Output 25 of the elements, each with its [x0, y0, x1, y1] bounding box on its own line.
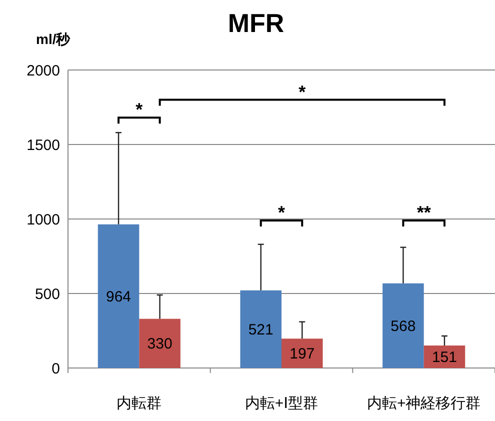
y-tick-label: 2000 — [26, 62, 60, 80]
bar — [282, 338, 323, 368]
data-label: 521 — [248, 321, 274, 338]
data-label: 964 — [106, 288, 132, 306]
bar — [98, 224, 140, 368]
y-tick-label: 0 — [52, 360, 60, 378]
bar — [240, 290, 282, 368]
y-axis-title: ml/秒 — [36, 31, 72, 47]
x-tick-label: 内転群 — [116, 395, 162, 412]
annotation: * — [298, 82, 306, 102]
x-tick-label: 内転+Ⅰ型群 — [244, 395, 318, 412]
data-label: 330 — [147, 336, 172, 353]
y-tick-label: 1500 — [26, 136, 60, 154]
chart-title: MFR — [228, 8, 284, 38]
data-label: 151 — [432, 349, 457, 366]
y-tick-label: 1000 — [26, 211, 60, 228]
bar — [139, 318, 180, 368]
bar — [382, 283, 424, 368]
data-label: 197 — [290, 346, 315, 363]
data-label: 568 — [390, 318, 416, 335]
y-tick-label: 500 — [34, 286, 60, 303]
annotation: * — [278, 202, 286, 222]
annotation: * — [136, 100, 143, 120]
annotation: ** — [416, 202, 431, 222]
x-tick-label: 内転+神経移行群 — [366, 395, 481, 412]
